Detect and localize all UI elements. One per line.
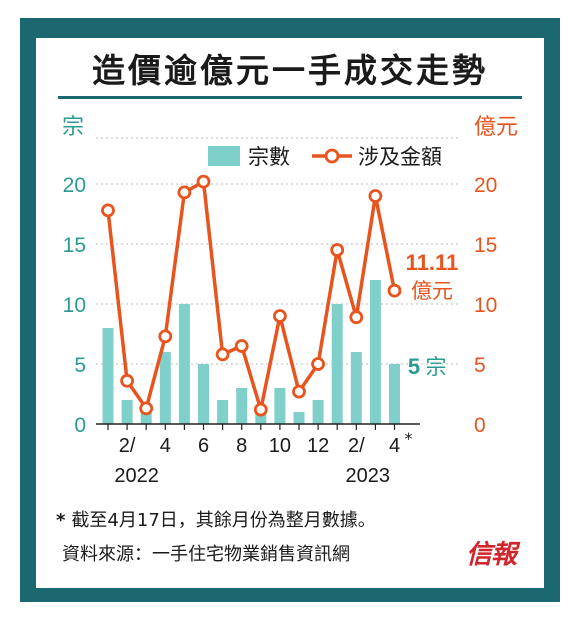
publisher-logo: 信報 — [466, 540, 517, 570]
amount-point-2022-05 — [177, 185, 192, 200]
amount-line — [106, 179, 397, 412]
amount-point-2022-06 — [196, 174, 211, 189]
amount-point-2022-02 — [120, 373, 134, 388]
right-axis-unit: 億元 — [474, 115, 518, 140]
right-tick-label: 15 — [474, 234, 497, 257]
left-tick-label: 0 — [74, 414, 86, 437]
amount-point-2022-09 — [253, 402, 268, 417]
bar-count-2022-02 — [121, 400, 133, 424]
x-tick-label: 4 — [389, 435, 400, 457]
bar-count-2022-07 — [217, 400, 229, 424]
last-count-unit: 宗 — [426, 355, 447, 379]
x-year-label: 2022 — [114, 465, 159, 487]
footnote-marker: * — [56, 510, 66, 531]
chart-title: 造價逾億元一手成交走勢 — [92, 51, 488, 90]
x-tick-label: 10 — [269, 435, 291, 457]
x-tick-label: 4 — [160, 435, 171, 457]
footnote: * 截至4月17日，其餘月份為整月數據。 — [56, 506, 376, 532]
bar-count-2023-04 — [389, 364, 400, 424]
legend-line-label: 涉及金額 — [358, 145, 442, 169]
x-tick-label: 2/ — [119, 435, 136, 457]
amount-point-2023-03 — [368, 189, 383, 203]
x-year-label: 2023 — [346, 465, 391, 487]
x-tick-label: 8 — [236, 435, 247, 457]
right-tick-label: 20 — [474, 174, 497, 197]
bar-count-2022-05 — [178, 304, 190, 424]
amount-point-2022-12 — [311, 357, 326, 371]
amount-point-2023-01 — [330, 243, 345, 257]
legend-bar-label: 宗數 — [248, 145, 290, 169]
bar-count-2022-08 — [236, 388, 248, 424]
right-tick-label: 10 — [474, 294, 497, 317]
left-tick-label: 15 — [63, 234, 86, 257]
bar-count-2022-01 — [102, 328, 114, 424]
right-tick-label: 0 — [474, 414, 486, 437]
bar-count-2022-03 — [140, 412, 152, 424]
last-amount-unit: 億元 — [411, 279, 453, 303]
amount-point-2022-08 — [234, 339, 249, 353]
amount-point-2022-07 — [215, 347, 230, 362]
left-tick-label: 5 — [74, 354, 86, 377]
bar-count-2023-02 — [350, 352, 362, 424]
amount-point-2022-10 — [272, 309, 287, 323]
bar-count-2022-11 — [293, 412, 305, 424]
bar-count-2022-12 — [312, 400, 324, 424]
bar-count-2023-01 — [331, 304, 343, 424]
x-tick-label: 6 — [198, 435, 209, 457]
bar-count-2022-06 — [198, 364, 209, 424]
right-tick-label: 5 — [474, 354, 486, 377]
title-divider — [58, 96, 522, 99]
left-tick-label: 20 — [63, 174, 86, 197]
x-tick-label: 2/ — [348, 435, 365, 457]
amount-point-2022-11 — [292, 384, 306, 399]
bar-count-2023-03 — [369, 280, 381, 424]
x-tick-label: 12 — [307, 435, 329, 457]
footnote-text: 截至4月17日，其餘月份為整月數據。 — [71, 510, 376, 531]
amount-point-2023-04 — [387, 283, 402, 298]
source-credit: 資料來源：一手住宅物業銷售資訊網 — [62, 544, 350, 565]
bar-count-2022-04 — [159, 352, 171, 424]
amount-point-2022-04 — [158, 329, 173, 344]
bar-count-2022-10 — [274, 388, 286, 424]
legend-line-marker — [324, 148, 340, 164]
amount-point-2022-03 — [139, 401, 154, 416]
left-tick-label: 10 — [63, 294, 86, 317]
x-tick-footnote-marker: * — [405, 429, 413, 448]
last-count-label: 5 — [408, 354, 420, 379]
amount-point-2023-02 — [349, 310, 364, 325]
left-axis-unit: 宗 — [62, 115, 84, 140]
last-amount-label: 11.11 — [406, 250, 459, 275]
legend-bar-swatch — [208, 146, 240, 166]
bar-count-2022-09 — [255, 412, 267, 424]
amount-point-2022-01 — [101, 203, 115, 218]
